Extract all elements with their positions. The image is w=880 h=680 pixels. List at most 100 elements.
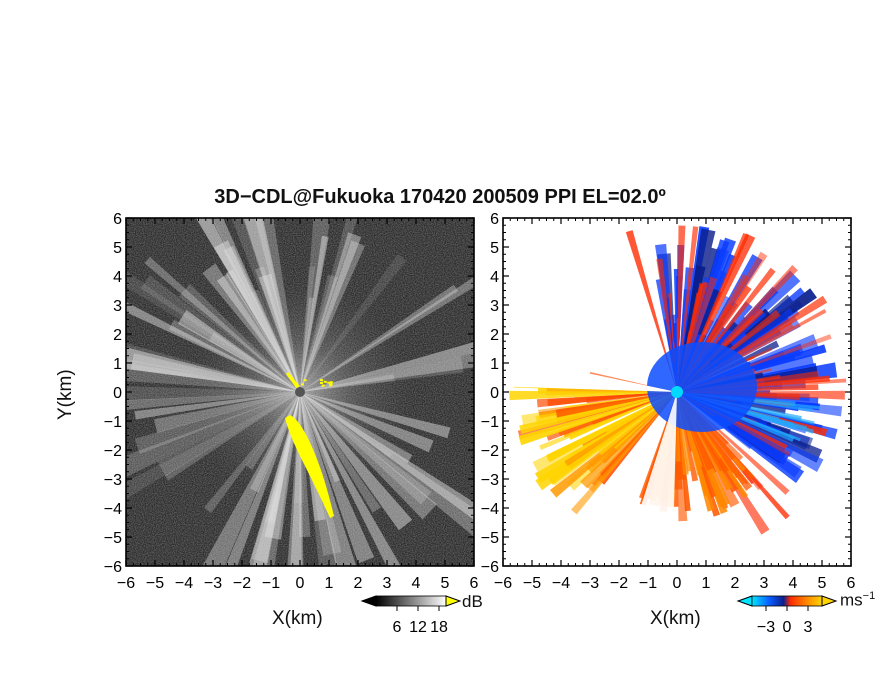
snr-beam	[126, 392, 300, 478]
snr-panel: −6 −5 −4 −3 −2 −1 0 1 2 3 4 5 6 −6 −5 −4 −3 −2 −1 0 1 2 3 4 5 6	[104, 211, 479, 592]
y-tick-label: 4	[113, 269, 122, 286]
y-tick-label: −2	[481, 443, 499, 460]
velocity-colorbar-body	[751, 595, 823, 607]
colorbar-tick-label: 18	[430, 619, 448, 636]
x-tick-label: 1	[325, 575, 334, 592]
x-tick-label: −4	[552, 575, 570, 592]
colorbar-tick-label: −3	[757, 619, 775, 636]
velocity-yellow-beam	[519, 392, 677, 434]
velocity-yellow-beam	[509, 390, 677, 401]
snr-x-axis-label: X(km)	[272, 608, 323, 629]
velocity-yellow-beam	[571, 392, 677, 515]
x-tick-label: 0	[296, 575, 305, 592]
y-tick-label: 5	[113, 240, 122, 257]
snr-feature-speck	[329, 381, 333, 384]
x-tick-label: −6	[117, 575, 135, 592]
colorbar-tick-label: 12	[409, 619, 427, 636]
figure-title: 3D−CDL@Fukuoka 170420 200509 PPI EL=02.0…	[214, 186, 666, 208]
snr-colorbar-over-arrow	[445, 595, 462, 607]
snr-colorbar-unit: dB	[462, 592, 483, 611]
snr-feature-speck	[320, 381, 324, 384]
velocity-colorbar-over-arrow	[821, 595, 838, 607]
x-tick-label: −5	[523, 575, 541, 592]
x-tick-label: 2	[731, 575, 740, 592]
x-tick-label: −3	[581, 575, 599, 592]
velocity-yellow-beam	[547, 392, 677, 407]
y-tick-label: 1	[113, 356, 122, 373]
snr-feature-speck	[303, 379, 307, 382]
velocity-blue-core	[647, 342, 757, 432]
snr-beam	[126, 343, 300, 392]
y-tick-label: 0	[490, 385, 499, 402]
y-tick-label: 5	[490, 240, 499, 257]
snr-y-axis-label: Y(km)	[55, 369, 76, 420]
snr-feature-near-center	[286, 372, 300, 388]
velocity-center-marker	[671, 386, 683, 398]
velocity-yellow-beam	[568, 392, 677, 440]
velocity-colorbar-under-arrow	[736, 595, 753, 607]
x-tick-label: 2	[354, 575, 363, 592]
y-tick-label: −3	[481, 472, 499, 489]
snr-beam	[195, 218, 300, 392]
snr-colorbar-ticks: 6 12 18	[393, 606, 448, 636]
velocity-blind-sector	[503, 355, 677, 392]
y-tick-label: 3	[490, 298, 499, 315]
velocity-colorbar-ticks: −3 0 3	[757, 606, 813, 636]
y-tick-label: 0	[113, 385, 122, 402]
y-tick-label: 3	[113, 298, 122, 315]
velocity-yellow-beam	[580, 392, 677, 489]
y-tick-label: −2	[104, 443, 122, 460]
y-tick-label: 2	[490, 327, 499, 344]
velocity-colorbar-unit-base: ms	[840, 590, 863, 610]
y-tick-label: 2	[113, 327, 122, 344]
x-tick-label: 3	[760, 575, 769, 592]
x-tick-label: 4	[412, 575, 421, 592]
velocity-colorbar-unit-exponent: −1	[862, 590, 876, 602]
snr-colorbar-body	[375, 595, 447, 607]
velocity-x-axis-label: X(km)	[650, 608, 701, 629]
y-tick-label: −6	[104, 559, 122, 576]
snr-yellow-feature	[285, 372, 334, 518]
colorbar-tick-label: 3	[804, 619, 813, 636]
snr-colorbar: 6 12 18	[360, 595, 462, 636]
x-tick-label: −1	[639, 575, 657, 592]
y-tick-label: 6	[113, 211, 122, 228]
snr-center-marker	[295, 387, 305, 397]
x-tick-label: 6	[470, 575, 479, 592]
y-tick-label: 4	[490, 269, 499, 286]
x-tick-label: −6	[494, 575, 512, 592]
colorbar-tick-label: 6	[393, 619, 402, 636]
x-tick-label: 5	[818, 575, 827, 592]
x-tick-label: 5	[441, 575, 450, 592]
velocity-red-beam	[625, 230, 677, 392]
y-tick-label: 1	[490, 356, 499, 373]
snr-feature-speck	[327, 381, 331, 384]
x-tick-label: −2	[233, 575, 251, 592]
y-tick-label: −6	[481, 559, 499, 576]
snr-colorbar-under-arrow	[360, 595, 377, 607]
snr-feature-speck	[321, 384, 325, 387]
y-tick-label: −5	[104, 530, 122, 547]
x-tick-label: −3	[204, 575, 222, 592]
velocity-yellow-beam	[548, 392, 677, 485]
y-tick-label: −1	[481, 414, 499, 431]
snr-feature-speck	[300, 383, 304, 386]
snr-axis-ticks: −6 −5 −4 −3 −2 −1 0 1 2 3 4 5 6 −6 −5 −4 −3 −2 −1 0 1 2 3 4 5 6	[104, 211, 479, 592]
velocity-yellow-beam	[546, 392, 677, 441]
x-tick-label: 6	[847, 575, 856, 592]
velocity-yellow-beam	[518, 392, 677, 446]
x-tick-label: 3	[383, 575, 392, 592]
snr-feature-speck	[329, 383, 333, 386]
y-tick-label: −3	[104, 472, 122, 489]
x-tick-label: −1	[262, 575, 280, 592]
x-tick-label: 1	[702, 575, 711, 592]
velocity-yellow-beam	[536, 392, 677, 408]
y-tick-label: −1	[104, 414, 122, 431]
velocity-axis-ticks: −6 −5 −4 −3 −2 −1 0 1 2 3 4 5 6 −6 −5 −4 −3 −2 −1 0 1 2 3 4 5 6	[481, 211, 856, 592]
x-tick-label: 4	[789, 575, 798, 592]
snr-feature-speck	[323, 380, 327, 383]
y-tick-label: −4	[104, 501, 122, 518]
velocity-panel: −6 −5 −4 −3 −2 −1 0 1 2 3 4 5 6 −6 −5 −4 −3 −2 −1 0 1 2 3 4 5 6	[481, 211, 856, 592]
colorbar-tick-label: 0	[783, 619, 792, 636]
